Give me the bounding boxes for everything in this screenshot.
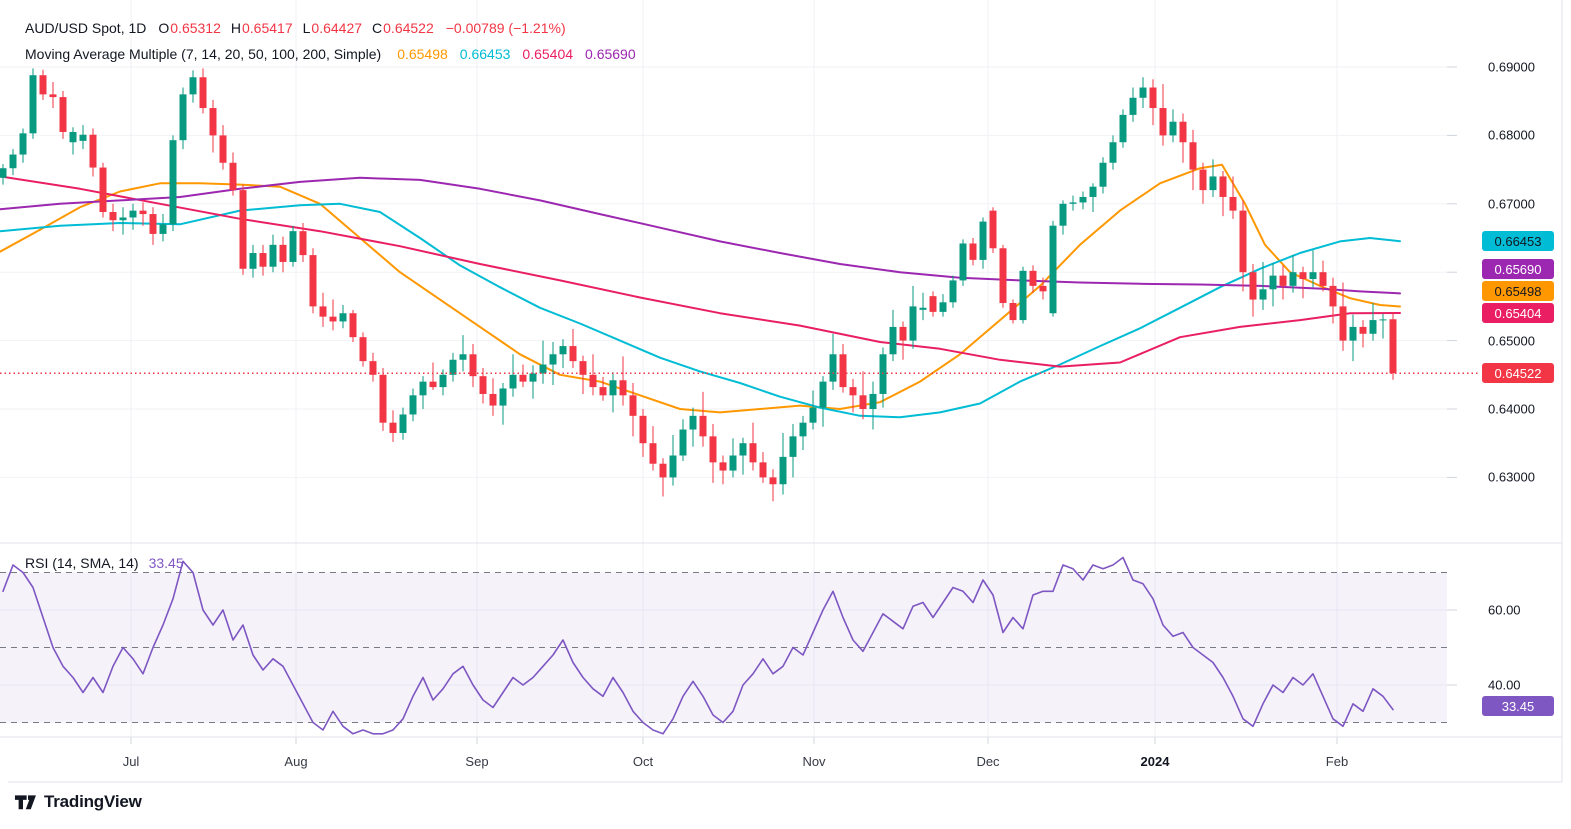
open-value: 0.65312 (170, 20, 221, 36)
low-label: L (302, 20, 311, 36)
price-axis-label: 0.69000 (1488, 59, 1535, 75)
rsi-level-label: 40.00 (1488, 677, 1521, 693)
tradingview-logo-text: TradingView (44, 792, 142, 811)
time-axis-label-nov: Nov (802, 754, 826, 769)
close-label: C (372, 20, 383, 36)
symbol-row: AUD/USD Spot, 1D O 0.65312 H 0.65417 L 0… (25, 15, 636, 41)
ma-price-badge: 0.65404 (1482, 303, 1554, 323)
rsi-value: 33.45 (148, 555, 184, 571)
candles-layer (0, 68, 1397, 502)
indicator-title[interactable]: Moving Average Multiple (7, 14, 20, 50, … (25, 46, 382, 62)
rsi-level-label: 60.00 (1488, 602, 1521, 618)
tradingview-logo[interactable]: TradingView (14, 792, 142, 812)
indicator-row: Moving Average Multiple (7, 14, 20, 50, … (25, 41, 636, 67)
ma-lines-layer (0, 163, 1401, 419)
time-axis-label-oct: Oct (632, 754, 654, 769)
price-axis-label: 0.67000 (1488, 196, 1535, 212)
pane-separators (0, 0, 1563, 783)
rsi-band (0, 572, 1447, 723)
ma-value-orange: 0.65498 (397, 46, 448, 62)
price-axis-label: 0.64000 (1488, 401, 1535, 417)
high-label: H (230, 20, 241, 36)
ma-price-badge: 0.66453 (1482, 231, 1554, 251)
close-value: 0.64522 (383, 20, 434, 36)
price-axis-label: 0.65000 (1488, 333, 1535, 349)
chart-header: AUD/USD Spot, 1D O 0.65312 H 0.65417 L 0… (25, 15, 636, 67)
price-axis-label: 0.63000 (1488, 469, 1535, 485)
price-axis-label: 0.68000 (1488, 127, 1535, 143)
ma-price-badge: 0.65498 (1482, 281, 1554, 301)
open-label: O (158, 20, 170, 36)
rsi-line (2, 556, 1394, 735)
ma-price-badge: 0.65690 (1482, 259, 1554, 279)
rsi-title[interactable]: RSI (14, SMA, 14) (25, 555, 139, 571)
rsi-header: RSI (14, SMA, 14) 33.45 (25, 551, 184, 575)
time-axis-label-feb: Feb (1325, 754, 1349, 769)
time-axis-label-aug: Aug (284, 754, 308, 769)
tradingview-logo-icon (14, 794, 36, 809)
time-axis-label-jul: Jul (122, 754, 140, 769)
symbol-title[interactable]: AUD/USD Spot, 1D (25, 20, 147, 36)
time-axis-label-dec: Dec (976, 754, 1000, 769)
high-value: 0.65417 (242, 20, 293, 36)
time-axis-label-2024: 2024 (1140, 754, 1170, 769)
low-value: 0.64427 (311, 20, 363, 36)
ma-value-cyan: 0.66453 (459, 46, 511, 62)
ma-value-purple: 0.65690 (585, 46, 636, 62)
close-price-badge: 0.64522 (1482, 363, 1554, 383)
time-axis-label-sep: Sep (465, 754, 489, 769)
ma-value-pink: 0.65404 (522, 46, 574, 62)
rsi-value-badge: 33.45 (1482, 696, 1554, 716)
change-value: −0.00789 (−1.21%) (445, 20, 566, 36)
